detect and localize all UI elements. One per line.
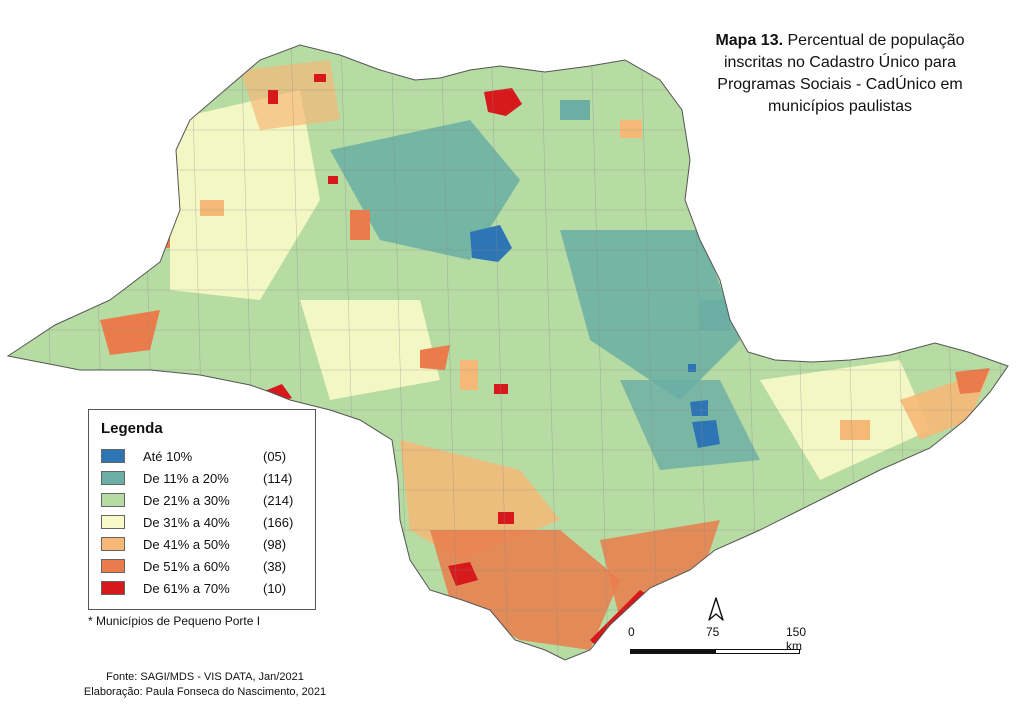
legend-label: De 21% a 30% <box>143 492 230 508</box>
legend-swatch <box>101 515 125 529</box>
legend-label: De 61% a 70% <box>143 580 230 596</box>
scale-segment-dark <box>630 649 715 654</box>
scale-segment-light <box>715 649 800 654</box>
legend-swatch <box>101 493 125 507</box>
legend-label: De 41% a 50% <box>143 536 230 552</box>
legend-label: De 31% a 40% <box>143 514 230 530</box>
north-arrow-icon <box>708 597 724 621</box>
map-title-bold: Mapa 13. <box>715 32 784 49</box>
scale-tick-0: 0 <box>628 625 635 639</box>
legend-item: De 31% a 40% (166) <box>101 511 303 533</box>
legend-count: (10) <box>263 580 287 596</box>
legend-label: Até 10% <box>143 448 193 464</box>
legend-item: De 21% a 30% (214) <box>101 489 303 511</box>
legend-swatch <box>101 471 125 485</box>
source-line: Fonte: SAGI/MDS - VIS DATA, Jan/2021 <box>106 671 304 683</box>
legend-count: (38) <box>263 558 287 574</box>
legend-item: Até 10% (05) <box>101 445 303 467</box>
legend-label: De 51% a 60% <box>143 558 230 574</box>
legend-count: (98) <box>263 536 287 552</box>
legend-item: De 61% a 70% (10) <box>101 577 303 599</box>
map-title-text: Percentual de população inscritas no Cad… <box>717 32 965 115</box>
author-line: Elaboração: Paula Fonseca do Nascimento,… <box>83 686 327 698</box>
legend-count: (114) <box>263 470 293 486</box>
legend: Legenda Até 10% (05) De 11% a 20% (114) … <box>88 409 316 610</box>
legend-item: De 11% a 20% (114) <box>101 467 303 489</box>
legend-title: Legenda <box>101 420 163 437</box>
map-title: Mapa 13. Percentual de população inscrit… <box>690 30 990 118</box>
source-credits: Fonte: SAGI/MDS - VIS DATA, Jan/2021 Ela… <box>70 670 340 700</box>
legend-swatch <box>101 449 125 463</box>
footnote: * Municípios de Pequeno Porte I <box>88 614 261 628</box>
legend-swatch <box>101 537 125 551</box>
legend-count: (214) <box>263 492 294 508</box>
scale-tick-75: 75 <box>706 625 720 639</box>
legend-count: (05) <box>263 448 287 464</box>
scale-bar: 0 75 150 km <box>628 625 806 655</box>
legend-item: De 51% a 60% (38) <box>101 555 303 577</box>
legend-swatch <box>101 559 125 573</box>
legend-item: De 41% a 50% (98) <box>101 533 303 555</box>
legend-label: De 11% a 20% <box>143 470 229 486</box>
legend-swatch <box>101 581 125 595</box>
legend-count: (166) <box>263 514 294 530</box>
